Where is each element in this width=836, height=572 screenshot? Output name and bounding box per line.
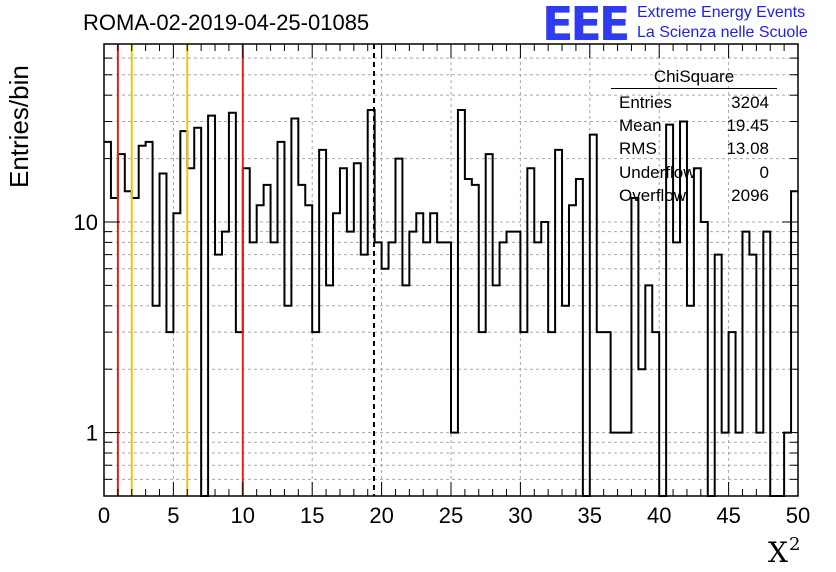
tick-labels-layer: 0 5 10 15 20 25 30 35 40 45 50 1 10 <box>74 210 811 528</box>
x-tick-label: 25 <box>439 503 463 528</box>
logo-text-line-1: Extreme Energy Events <box>637 4 806 21</box>
y-tick-label: 10 <box>74 210 98 235</box>
x-tick-label: 15 <box>300 503 324 528</box>
stats-row-rms: RMS 13.08 <box>611 137 777 160</box>
stats-label: Overflow <box>619 185 687 205</box>
stats-value: 0 <box>759 162 769 182</box>
x-tick-label: 30 <box>508 503 532 528</box>
histogram-outline <box>104 109 798 497</box>
stats-row-underflow: Underflow 0 <box>611 161 777 184</box>
x-tick-label: 20 <box>369 503 393 528</box>
stats-value: 3204 <box>731 93 769 112</box>
x-tick-label: 50 <box>786 503 810 528</box>
eee-logo: EEE <box>542 0 630 51</box>
stats-value: 19.45 <box>726 116 769 136</box>
x-tick-label: 5 <box>167 503 179 528</box>
y-tick-label: 1 <box>86 421 98 446</box>
histogram-layer <box>104 109 798 497</box>
x-axis-label-base: X <box>768 536 788 569</box>
grid-layer <box>104 43 798 497</box>
stats-value: 2096 <box>731 185 769 205</box>
stats-box: ChiSquare Entries 3204 Mean 19.45 RMS 13… <box>611 66 777 207</box>
marker-lines-layer <box>116 44 375 496</box>
chart-title: ROMA-02-2019-04-25-01085 <box>83 10 370 35</box>
stats-row-mean: Mean 19.45 <box>611 114 777 137</box>
stats-label: Mean <box>619 116 662 136</box>
x-tick-label: 10 <box>231 503 255 528</box>
frame-layer <box>103 43 799 497</box>
stats-label: RMS <box>619 139 657 159</box>
stats-label: Underflow <box>619 162 696 182</box>
stats-row-entries: Entries 3204 <box>611 91 777 114</box>
stats-row-overflow: Overflow 2096 <box>611 184 777 207</box>
x-tick-label: 40 <box>647 503 671 528</box>
stats-value: 13.08 <box>726 139 769 159</box>
stats-title: ChiSquare <box>611 66 777 89</box>
stats-label: Entries <box>619 93 672 112</box>
x-tick-label: 35 <box>578 503 602 528</box>
x-tick-label: 0 <box>98 503 110 528</box>
x-axis-label: X2 <box>768 534 800 569</box>
x-tick-label: 45 <box>716 503 740 528</box>
logo-text-line-2: La Scienza nelle Scuole <box>637 24 808 41</box>
x-axis-label-superscript: 2 <box>788 534 801 555</box>
